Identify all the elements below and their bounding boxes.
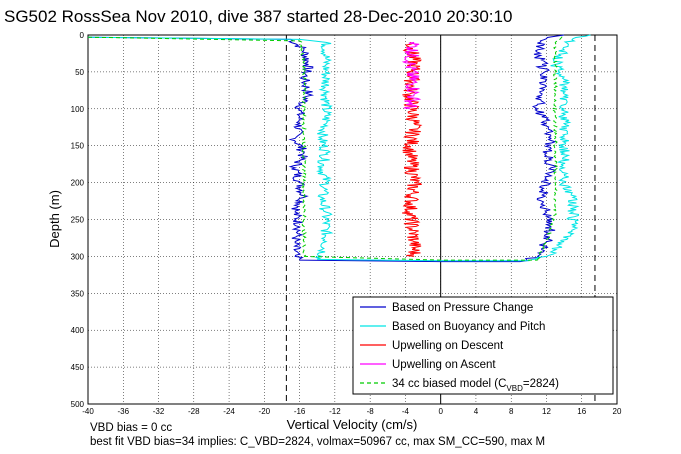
series-1-bottom-line (317, 258, 529, 262)
x-tick-label: -36 (117, 407, 129, 416)
series-1-descent-line (87, 36, 334, 260)
series-0-bottom-line (299, 259, 520, 263)
y-tick-label: 200 (71, 179, 85, 188)
legend-label-end: =2824) (523, 378, 559, 390)
y-tick-label: 500 (71, 400, 85, 409)
y-tick-label: 100 (71, 105, 85, 114)
legend-box (352, 296, 614, 395)
x-tick-label: -20 (259, 407, 271, 416)
legend-label-subscript: VBD (506, 384, 523, 393)
x-tick-label: 16 (577, 407, 586, 416)
series-0-descent-line (87, 36, 315, 261)
y-tick-labels: 0 50 100 150 200 250 300 350 400 450 500 (71, 31, 85, 409)
legend-label: 34 cc biased model (CVBD=2824) (392, 378, 559, 393)
x-tick-label: 12 (542, 407, 551, 416)
x-tick-label: 4 (474, 407, 479, 416)
series-3-line (401, 41, 422, 110)
legend-label: Upwelling on Descent (392, 340, 504, 352)
y-tick-label: 450 (71, 363, 85, 372)
x-tick-label: -28 (188, 407, 200, 416)
chart-title: SG502 RossSea Nov 2010, dive 387 started… (4, 7, 512, 26)
series-lines (87, 34, 591, 263)
x-tick-labels: -40 -36 -32 -28 -24 -20 -16 -12 -8 -4 0 4 8 12 16 20 (82, 407, 622, 416)
x-tick-label: 20 (613, 407, 622, 416)
legend-label-main: 34 cc biased model (C (392, 378, 506, 390)
series-4-descent-line (87, 36, 308, 257)
x-tick-label: -32 (153, 407, 165, 416)
series-4-ascent-line (537, 34, 565, 261)
series-2-line (402, 41, 423, 257)
y-tick-label: 350 (71, 289, 85, 298)
legend-label: Based on Buoyancy and Pitch (392, 321, 545, 333)
series-1-ascent-line (528, 34, 591, 262)
footer-line-2: best fit VBD bias=34 implies: C_VBD=2824… (90, 436, 545, 448)
x-tick-label: -16 (294, 407, 306, 416)
grid (87, 34, 618, 405)
series-0-ascent-line (519, 34, 565, 263)
y-tick-label: 0 (80, 31, 85, 40)
y-tick-label: 300 (71, 252, 85, 261)
legend-label: Upwelling on Ascent (392, 359, 496, 371)
legend-items: Based on Pressure Change Based on Buoyanc… (360, 302, 559, 393)
y-axis-label: Depth (m) (47, 190, 62, 248)
x-tick-label: -12 (329, 407, 341, 416)
x-tick-label: 0 (438, 407, 443, 416)
footer-line-1: VBD bias = 0 cc (90, 422, 172, 434)
legend-label: Based on Pressure Change (392, 302, 533, 314)
series-4-bottom-line (303, 255, 538, 261)
x-tick-label: -4 (402, 407, 410, 416)
x-tick-label: -8 (367, 407, 375, 416)
x-tick-label: 8 (509, 407, 514, 416)
x-axis-label: Vertical Velocity (cm/s) (287, 417, 418, 432)
x-tick-label: -24 (223, 407, 235, 416)
legend: Based on Pressure Change Based on Buoyanc… (352, 296, 614, 395)
y-tick-label: 250 (71, 216, 85, 225)
y-tick-label: 150 (71, 142, 85, 151)
x-tick-label: -40 (82, 407, 94, 416)
y-tick-label: 50 (75, 68, 84, 77)
y-tick-label: 400 (71, 326, 85, 335)
